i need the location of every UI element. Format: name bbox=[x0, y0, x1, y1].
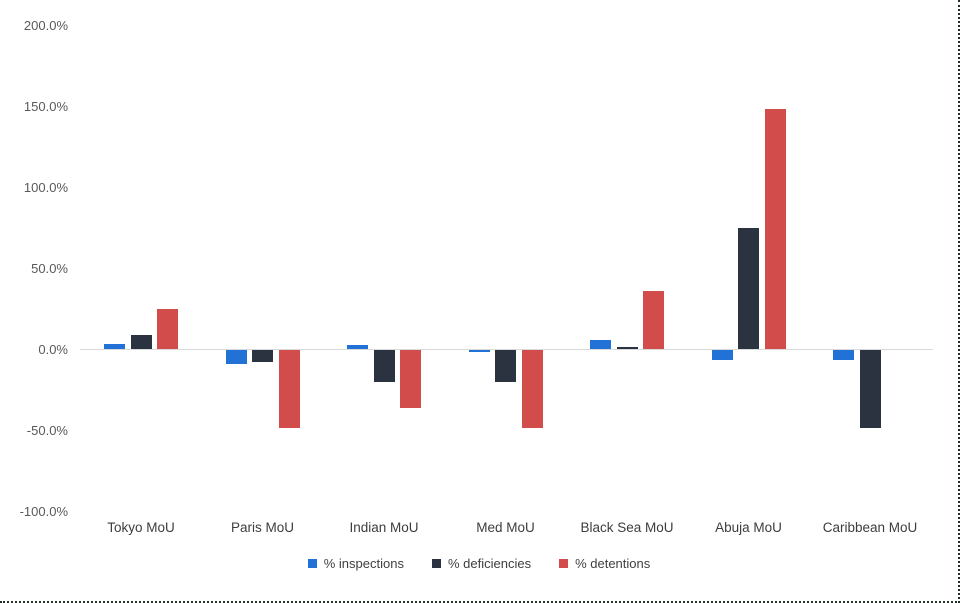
legend: % inspections % deficiencies % detentions bbox=[0, 556, 958, 571]
y-axis-tick-label: -50.0% bbox=[26, 422, 68, 438]
x-axis-category-label: Med MoU bbox=[476, 520, 535, 535]
y-axis-tick-label: 0.0% bbox=[38, 341, 68, 357]
bar-inspections-med-mou bbox=[468, 350, 490, 353]
legend-item-detentions: % detentions bbox=[559, 556, 650, 571]
bar-inspections-caribbean-mou bbox=[833, 350, 854, 360]
y-axis-tick-label: 100.0% bbox=[23, 179, 68, 195]
bar-inspections-abuja-mou bbox=[711, 350, 733, 360]
bar-deficiencies-tokyo-mou bbox=[130, 335, 152, 349]
x-axis-category-label: Paris MoU bbox=[230, 520, 294, 535]
bar-deficiencies-black-sea-mou bbox=[616, 346, 638, 349]
legend-label: % deficiencies bbox=[447, 556, 532, 571]
legend-label: % detentions bbox=[575, 556, 651, 571]
y-axis-tick-label: 50.0% bbox=[31, 260, 68, 276]
bar-detentions-indian-mou bbox=[400, 350, 421, 409]
legend-swatch-icon bbox=[307, 559, 317, 568]
legend-item-deficiencies: % deficiencies bbox=[431, 556, 532, 571]
bar-inspections-indian-mou bbox=[347, 344, 368, 349]
legend-item-inspections: % inspections bbox=[307, 556, 404, 571]
bar-deficiencies-indian-mou bbox=[373, 350, 395, 383]
legend-swatch-icon bbox=[559, 559, 569, 568]
y-axis-tick-label: 150.0% bbox=[23, 98, 68, 114]
x-axis-zero-line bbox=[80, 348, 933, 350]
y-axis-tick-label: -100.0% bbox=[19, 503, 68, 519]
bar-deficiencies-caribbean-mou bbox=[859, 350, 881, 428]
bar-detentions-med-mou bbox=[521, 350, 543, 428]
bar-detentions-paris-mou bbox=[278, 350, 300, 428]
bar-inspections-tokyo-mou bbox=[104, 344, 125, 349]
bar-detentions-tokyo-mou bbox=[157, 308, 178, 349]
bar-inspections-black-sea-mou bbox=[590, 340, 611, 349]
bar-deficiencies-paris-mou bbox=[252, 350, 273, 363]
bar-detentions-abuja-mou bbox=[764, 109, 786, 349]
legend-swatch-icon bbox=[431, 559, 441, 568]
bar-inspections-paris-mou bbox=[225, 350, 247, 364]
x-axis-category-label: Caribbean MoU bbox=[822, 520, 918, 535]
x-axis-category-label: Abuja MoU bbox=[715, 520, 782, 535]
x-axis-category-label: Indian MoU bbox=[349, 520, 419, 535]
bar-detentions-black-sea-mou bbox=[643, 290, 664, 349]
x-axis-category-label: Black Sea MoU bbox=[580, 520, 674, 535]
bar-deficiencies-med-mou bbox=[495, 350, 516, 383]
x-axis-category-label: Tokyo MoU bbox=[107, 520, 175, 535]
legend-label: % inspections bbox=[323, 556, 404, 571]
bar-deficiencies-abuja-mou bbox=[738, 227, 759, 349]
y-axis-tick-label: 200.0% bbox=[23, 17, 68, 33]
